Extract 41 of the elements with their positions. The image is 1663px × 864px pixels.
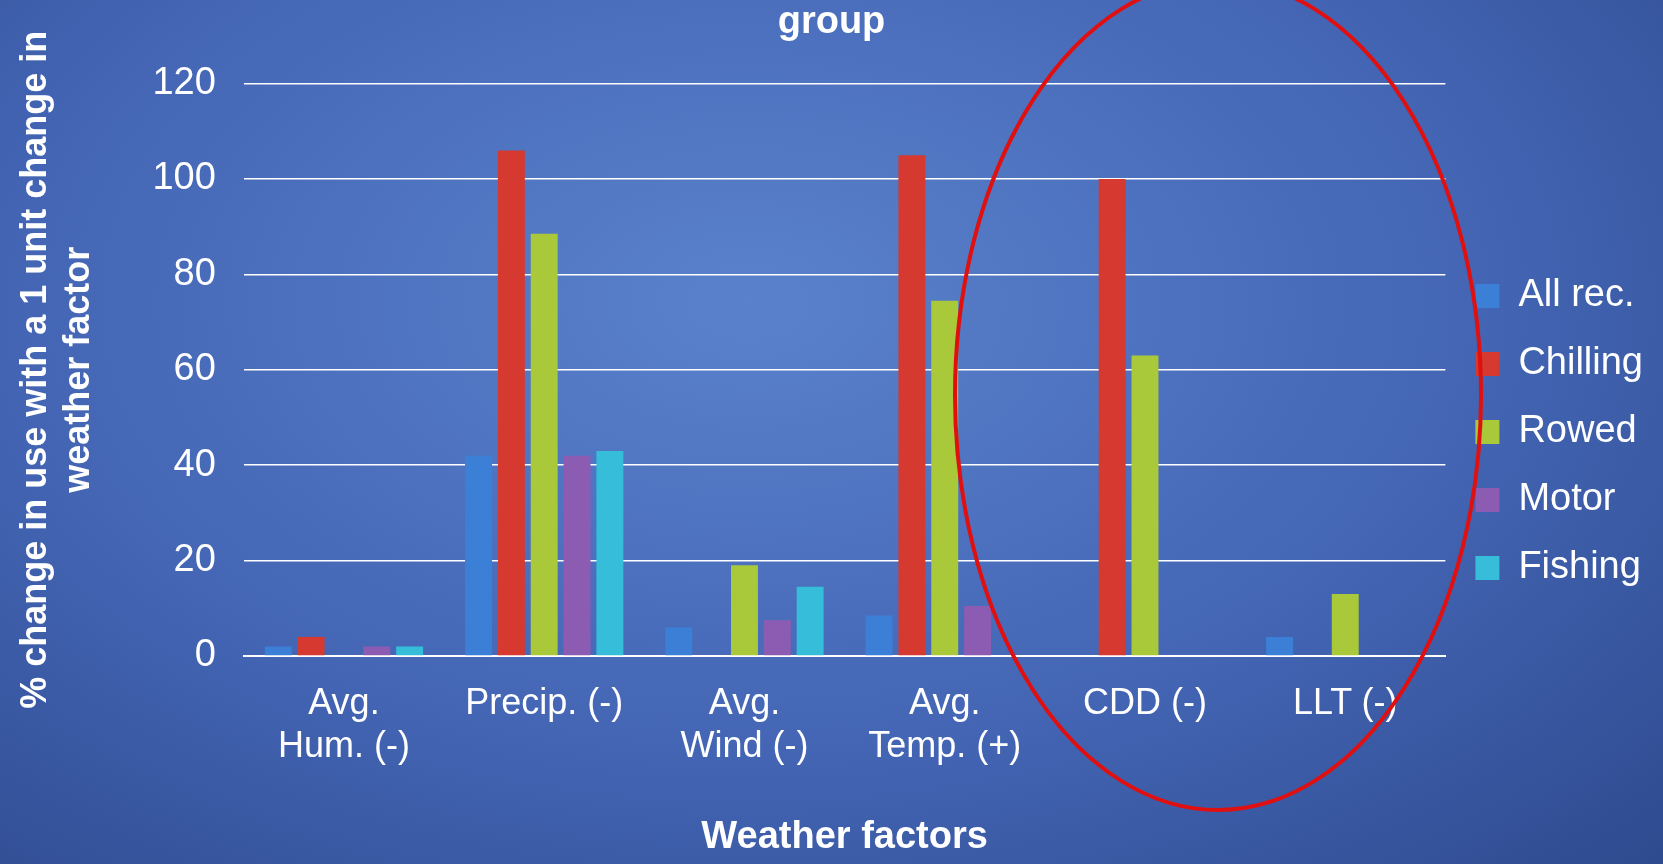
- legend-label: Chilling: [1518, 340, 1644, 383]
- bar: [596, 450, 624, 656]
- y-tick-label: 80: [173, 250, 216, 293]
- y-tick-label: 120: [152, 60, 216, 103]
- legend-label: Fishing: [1518, 544, 1641, 587]
- bar: [497, 150, 525, 656]
- bar: [297, 636, 325, 656]
- bar: [665, 627, 693, 656]
- y-tick-label: 60: [173, 346, 216, 389]
- bar: [1331, 593, 1359, 656]
- bar: [465, 455, 492, 656]
- legend-label: Rowed: [1518, 408, 1637, 451]
- bar: [964, 605, 992, 656]
- bar: [1131, 355, 1159, 656]
- x-tick-label: Avg. Wind (-): [680, 680, 809, 765]
- y-axis-title: % change in use with a 1 unit change in weather factor: [12, 30, 97, 709]
- bar: [796, 586, 824, 656]
- chart-title: group: [777, 0, 886, 42]
- x-axis-title: Weather factors: [701, 813, 988, 856]
- bar: [530, 233, 558, 656]
- y-tick-label: 40: [173, 441, 216, 484]
- legend-label: Motor: [1518, 476, 1616, 519]
- bar: [396, 646, 424, 656]
- bar: [731, 565, 758, 656]
- y-tick-label: 0: [194, 632, 216, 675]
- bar: [763, 620, 791, 656]
- bar: [563, 455, 591, 656]
- y-tick-label: 20: [173, 537, 216, 580]
- bar: [363, 646, 391, 656]
- y-tick-label: 100: [152, 155, 216, 198]
- bar: [1266, 636, 1294, 656]
- bar: [931, 300, 959, 656]
- bar: [1098, 179, 1126, 656]
- x-tick-label: CDD (-): [1083, 680, 1207, 722]
- x-tick-label: Precip. (-): [465, 680, 624, 722]
- x-tick-label: Avg. Hum. (-): [277, 680, 410, 765]
- legend-label: All rec.: [1518, 272, 1635, 315]
- bar: [898, 155, 926, 656]
- bar: [264, 646, 292, 656]
- bar: [865, 615, 893, 656]
- x-tick-label: Avg. Temp. (+): [868, 680, 1022, 765]
